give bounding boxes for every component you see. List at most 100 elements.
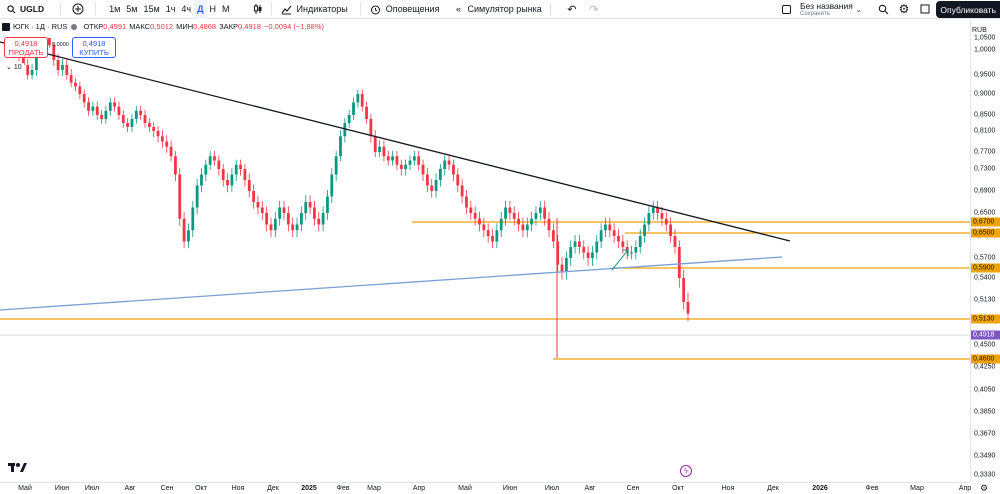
candle <box>87 97 90 116</box>
fullscreen-icon[interactable] <box>918 2 932 16</box>
candles-type-icon[interactable] <box>251 2 265 16</box>
compare-add-icon[interactable] <box>71 2 85 16</box>
candle <box>630 245 633 260</box>
symbol-search[interactable]: UGLD <box>4 0 44 19</box>
time-tick: Окт <box>195 485 207 492</box>
candle <box>352 97 355 120</box>
candle <box>256 195 260 215</box>
layout-checkbox[interactable] <box>782 5 791 14</box>
chevron-down-icon: ⌄ <box>6 64 12 71</box>
tradingview-logo-icon[interactable] <box>8 460 28 474</box>
timeframe-3[interactable]: 1ч <box>165 4 176 14</box>
time-tick: Июн <box>502 485 518 492</box>
price-tick: 0,4500 <box>974 341 996 349</box>
low-value: 0,4868 <box>193 22 217 31</box>
layout-name-button[interactable]: Без названия Сохранить ⌄ <box>782 0 862 19</box>
candle <box>560 256 564 280</box>
price-tick: 0,3850 <box>974 408 996 416</box>
trendline-resistance[interactable] <box>0 41 791 242</box>
buy-button[interactable]: 0,4918 КУПИТЬ <box>72 37 116 58</box>
candle <box>104 105 108 124</box>
candle <box>308 195 312 215</box>
candle <box>421 159 425 182</box>
buy-label: КУПИТЬ <box>79 47 109 57</box>
low-label: МИН <box>176 22 194 31</box>
high-value: 0,5012 <box>150 22 174 31</box>
price-tick: 0,9000 <box>974 90 996 98</box>
price-axis[interactable]: 1,0500 1,0000 0,9500 0,9000 0,8500 0,8100 0,77… <box>970 20 1000 482</box>
trendline-support[interactable] <box>0 256 783 311</box>
redo-icon[interactable]: ↷ <box>589 3 599 16</box>
price-tick: 0,3330 <box>974 471 996 479</box>
spread-value: 0,0000 <box>52 42 69 48</box>
candle <box>573 234 577 254</box>
candle <box>317 211 321 232</box>
candle <box>160 130 164 148</box>
timeframe-5[interactable]: Д <box>194 0 207 19</box>
candle <box>187 223 190 249</box>
price-chart[interactable] <box>0 20 970 482</box>
candle <box>213 150 216 166</box>
rewind-icon: « <box>455 4 461 14</box>
price-tick: 0,7300 <box>974 165 996 173</box>
timeframe-1[interactable]: 5м <box>126 4 138 14</box>
candle <box>447 155 451 171</box>
candle <box>343 118 347 143</box>
settings-gear-icon[interactable]: ⚙ <box>898 2 910 16</box>
search-icon[interactable] <box>876 2 890 16</box>
candle <box>269 217 273 238</box>
candle <box>478 211 481 232</box>
candle <box>313 200 316 226</box>
divider <box>359 2 361 16</box>
candle <box>512 206 516 226</box>
candle <box>139 105 143 120</box>
publish-button[interactable]: Опубликовать <box>936 1 1000 18</box>
replay-button[interactable]: « Симулятор рынка <box>451 0 542 19</box>
candle <box>78 81 82 100</box>
price-tick: 0,5130 <box>974 296 996 304</box>
legend-collapse-toggle[interactable]: ⌄ 10 <box>4 63 24 71</box>
candle <box>682 270 686 310</box>
candle <box>365 101 368 124</box>
time-tick: Дек <box>767 485 779 492</box>
timeframe-0[interactable]: 1м <box>109 4 121 14</box>
lightning-event-icon[interactable]: ϟ <box>680 465 692 477</box>
candle <box>491 229 494 249</box>
time-tick: Апр <box>958 485 972 492</box>
chevron-down-icon[interactable]: ⌄ <box>855 6 862 14</box>
candle <box>56 54 60 76</box>
candle <box>30 64 34 80</box>
open-label: ОТКР <box>83 22 104 31</box>
indicators-button[interactable]: Индикаторы <box>280 0 348 19</box>
timeframe-4[interactable]: 4ч <box>181 4 192 14</box>
undo-icon[interactable]: ↶ <box>567 3 577 16</box>
time-axis[interactable]: Май Июн Июл Авг Сен Окт Ноя Дек 2025 Фев Мар Апр Май… <box>0 482 972 494</box>
chart-settings-icon[interactable]: ⚙ <box>980 483 989 493</box>
sell-button[interactable]: 0,4918 ПРОДАТЬ <box>4 37 48 58</box>
arrow-drawing[interactable] <box>611 249 629 271</box>
timeframe-7[interactable]: М <box>222 4 230 14</box>
candle <box>482 217 486 238</box>
high-label: МАКС <box>129 22 151 31</box>
candle <box>113 97 116 112</box>
time-tick: Мар <box>367 485 381 492</box>
candle <box>360 89 364 112</box>
candle <box>204 159 208 182</box>
alerts-button[interactable]: Оповещения <box>369 0 439 19</box>
candle <box>243 163 247 187</box>
timeframe-6[interactable]: Н <box>209 4 217 14</box>
timeframe-2[interactable]: 15м <box>143 4 160 14</box>
candle <box>434 173 438 198</box>
time-tick: Окт <box>672 485 684 492</box>
time-tick: Ноя <box>721 485 735 492</box>
candle <box>286 206 290 232</box>
candle <box>473 206 477 226</box>
price-tick: 1,0500 <box>974 34 996 42</box>
candle <box>247 173 251 198</box>
candle <box>538 200 542 220</box>
candle <box>495 223 499 249</box>
candle <box>156 126 160 143</box>
candle <box>226 173 229 193</box>
time-tick: Апр <box>412 485 426 492</box>
candle <box>556 234 560 273</box>
